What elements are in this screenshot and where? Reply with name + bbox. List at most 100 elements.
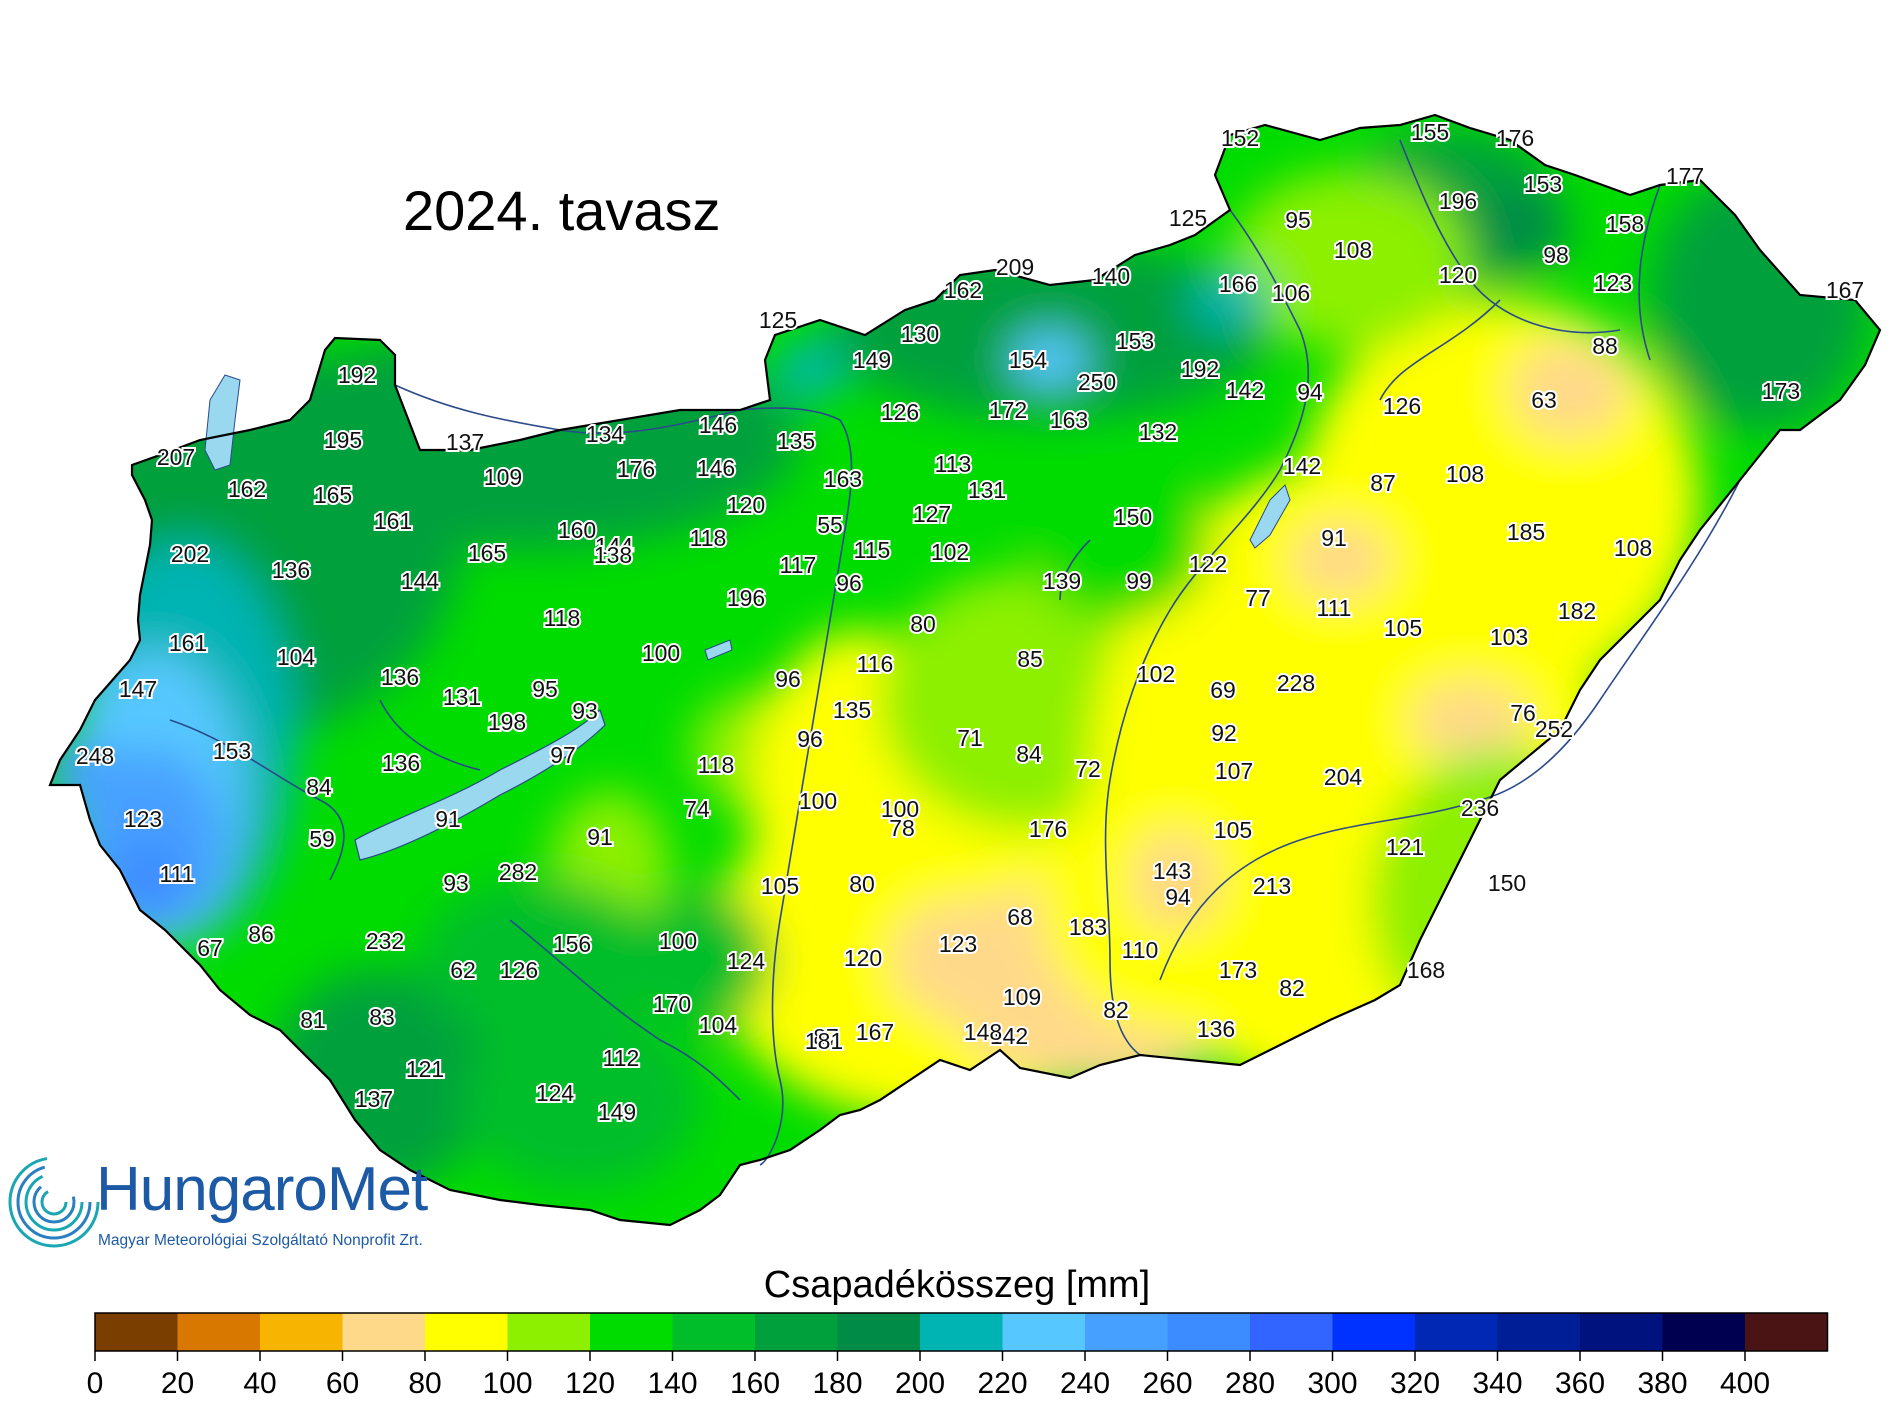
legend-tick-label: 80 bbox=[408, 1367, 441, 1400]
station-value: 121 bbox=[1386, 834, 1424, 860]
station-value: 167 bbox=[1826, 277, 1864, 303]
station-value: 196 bbox=[1439, 188, 1477, 214]
station-value: 149 bbox=[598, 1099, 636, 1125]
station-value: 95 bbox=[1285, 207, 1311, 233]
legend-color-swatch bbox=[672, 1313, 755, 1351]
station-value: 71 bbox=[957, 725, 983, 751]
station-value: 150 bbox=[1114, 504, 1152, 530]
station-value: 195 bbox=[324, 427, 362, 453]
station-value: 104 bbox=[699, 1012, 738, 1038]
station-value: 92 bbox=[1211, 720, 1237, 746]
station-value: 182 bbox=[1558, 598, 1596, 624]
legend-tick-label: 180 bbox=[812, 1367, 862, 1400]
legend-color-swatch bbox=[837, 1313, 920, 1351]
station-value: 172 bbox=[989, 397, 1027, 423]
station-value: 87 bbox=[813, 1024, 839, 1050]
station-value: 77 bbox=[1245, 585, 1271, 611]
station-value: 95 bbox=[532, 676, 558, 702]
station-value: 84 bbox=[306, 774, 332, 800]
legend-tick-label: 380 bbox=[1637, 1367, 1687, 1400]
station-value: 96 bbox=[775, 666, 801, 692]
station-value: 140 bbox=[1092, 263, 1130, 289]
station-value: 160 bbox=[558, 517, 596, 543]
legend-color-swatch bbox=[1002, 1313, 1085, 1351]
legend-color-swatch bbox=[920, 1313, 1003, 1351]
legend-color-swatch bbox=[1167, 1313, 1250, 1351]
station-value: 88 bbox=[1592, 333, 1618, 359]
station-value: 110 bbox=[1122, 937, 1159, 963]
station-value: 98 bbox=[1543, 242, 1569, 268]
station-value: 109 bbox=[1003, 984, 1041, 1010]
station-value: 97 bbox=[550, 742, 576, 768]
station-value: 102 bbox=[931, 539, 969, 565]
station-value: 252 bbox=[1535, 716, 1573, 742]
legend-tick-label: 260 bbox=[1142, 1367, 1192, 1400]
station-value: 209 bbox=[996, 254, 1034, 280]
station-value: 127 bbox=[913, 501, 951, 527]
map-title: 2024. tavasz bbox=[403, 179, 721, 242]
legend-tick-label: 400 bbox=[1720, 1367, 1770, 1400]
station-value: 146 bbox=[699, 412, 737, 438]
station-value: 138 bbox=[594, 542, 632, 568]
legend-color-swatch bbox=[1085, 1313, 1168, 1351]
station-value: 83 bbox=[369, 1004, 395, 1030]
station-value: 94 bbox=[1297, 379, 1323, 405]
station-value: 125 bbox=[759, 307, 797, 333]
station-value: 78 bbox=[889, 815, 915, 841]
station-value: 126 bbox=[500, 957, 538, 983]
hungaromet-logo: HungaroMet Magyar Meteorológiai Szolgált… bbox=[6, 1150, 476, 1260]
legend-tick-label: 220 bbox=[977, 1367, 1027, 1400]
station-value: 173 bbox=[1762, 378, 1800, 404]
station-value: 123 bbox=[939, 931, 977, 957]
station-value: 80 bbox=[910, 611, 936, 637]
station-value: 250 bbox=[1078, 369, 1116, 395]
station-value: 116 bbox=[857, 651, 894, 677]
station-value: 91 bbox=[587, 824, 613, 850]
station-value: 94 bbox=[1165, 884, 1191, 910]
station-value: 59 bbox=[309, 826, 335, 852]
station-value: 161 bbox=[374, 508, 412, 534]
legend-color-swatch bbox=[177, 1313, 260, 1351]
legend-color-swatch bbox=[1662, 1313, 1745, 1351]
station-value: 123 bbox=[1594, 270, 1632, 296]
legend-tick-label: 340 bbox=[1472, 1367, 1522, 1400]
station-value: 76 bbox=[1510, 700, 1536, 726]
station-value: 147 bbox=[119, 676, 157, 702]
station-value: 213 bbox=[1253, 873, 1291, 899]
station-value: 156 bbox=[553, 931, 591, 957]
station-value: 130 bbox=[901, 321, 939, 347]
station-value: 196 bbox=[727, 585, 765, 611]
station-labels: 152 155 176 177 196 153 125 95 108 158 98 120 123 167… bbox=[74, 117, 1866, 1127]
station-value: 108 bbox=[1334, 237, 1372, 263]
station-value: 148 bbox=[964, 1019, 1002, 1045]
legend-tick-label: 240 bbox=[1060, 1367, 1110, 1400]
station-value: 108 bbox=[1446, 461, 1484, 487]
station-value: 162 bbox=[944, 277, 982, 303]
station-value: 108 bbox=[1614, 535, 1652, 561]
lake-balaton bbox=[354, 708, 606, 861]
station-value: 167 bbox=[856, 1019, 894, 1045]
station-value: 144 bbox=[595, 533, 634, 559]
legend-color-swatch bbox=[507, 1313, 590, 1351]
station-value: 87 bbox=[1370, 470, 1396, 496]
legend-color-swatch bbox=[260, 1313, 343, 1351]
station-value: 153 bbox=[1116, 328, 1154, 354]
station-value: 152 bbox=[1221, 125, 1259, 151]
station-value: 96 bbox=[836, 570, 862, 596]
station-value: 118 bbox=[544, 605, 581, 631]
station-value: 177 bbox=[1666, 163, 1704, 189]
station-value: 185 bbox=[1507, 519, 1545, 545]
station-value: 232 bbox=[366, 928, 404, 954]
legend-tick-label: 0 bbox=[87, 1367, 104, 1400]
legend-title-text: Csapadékösszeg [mm] bbox=[763, 1264, 1151, 1306]
station-value: 105 bbox=[1384, 615, 1422, 641]
station-value: 137 bbox=[355, 1086, 393, 1112]
station-value: 72 bbox=[1075, 756, 1101, 782]
station-value: 162 bbox=[228, 476, 266, 502]
station-value: 81 bbox=[300, 1007, 326, 1033]
station-value: 166 bbox=[1219, 271, 1257, 297]
legend-tick-label: 360 bbox=[1555, 1367, 1605, 1400]
legend-tick-label: 160 bbox=[730, 1367, 780, 1400]
station-value: 123 bbox=[124, 806, 162, 832]
station-value: 109 bbox=[484, 464, 522, 490]
